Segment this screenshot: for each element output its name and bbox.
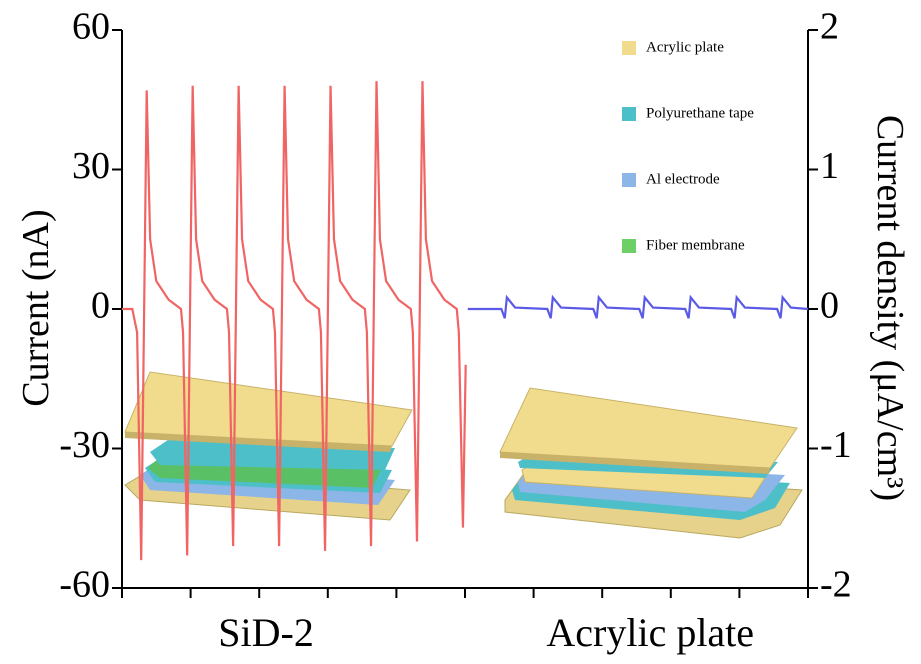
x-category-label: SiD-2 [218,610,314,655]
y-tick-label: 0 [91,285,110,327]
y-tick-label: 60 [72,6,110,48]
legend-swatch [622,41,636,55]
y2-axis-title: Current density (μA/cm³) [869,115,911,501]
legend-swatch [622,239,636,253]
y-tick-label: -60 [59,564,110,606]
legend-label: Al electrode [646,171,720,187]
legend-swatch [622,107,636,121]
y2-tick-label: -2 [820,564,852,606]
y-axis-title: Current (nA) [15,209,57,406]
y2-tick-label: 1 [820,145,839,187]
y-tick-label: -30 [59,424,110,466]
y2-tick-label: -1 [820,424,852,466]
legend-swatch [622,173,636,187]
y-tick-label: 30 [72,145,110,187]
legend-label: Acrylic plate [646,39,724,55]
y2-tick-label: 0 [820,285,839,327]
signal-line [468,297,808,318]
chart: Current (nA) Current density (μA/cm³) 60… [0,0,921,659]
legend-label: Polyurethane tape [646,105,754,121]
x-category-label: Acrylic plate [546,610,754,655]
legend-label: Fiber membrane [646,237,745,253]
y2-tick-label: 2 [820,6,839,48]
